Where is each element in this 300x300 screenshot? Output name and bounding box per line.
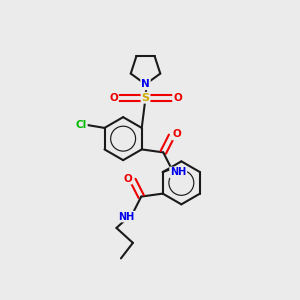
Text: S: S <box>142 93 149 103</box>
Text: N: N <box>141 79 150 89</box>
Text: Cl: Cl <box>76 120 87 130</box>
Text: O: O <box>172 130 182 140</box>
Text: O: O <box>173 93 182 103</box>
Text: O: O <box>123 174 132 184</box>
Text: O: O <box>109 93 118 103</box>
Text: NH: NH <box>170 167 186 177</box>
Text: NH: NH <box>118 212 134 222</box>
